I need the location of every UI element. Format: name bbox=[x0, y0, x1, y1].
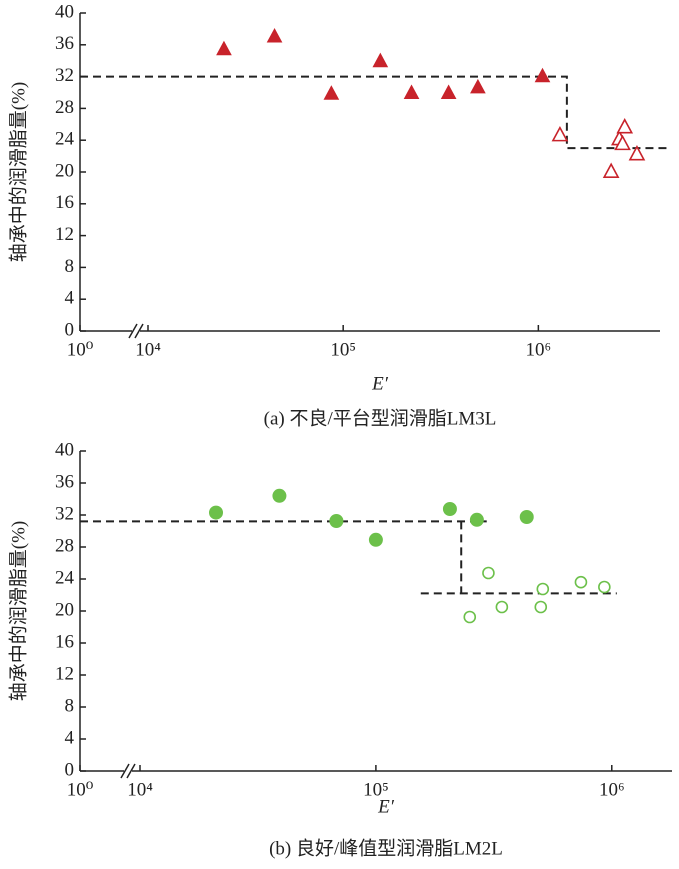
y-tick-label: 24 bbox=[55, 129, 75, 150]
x-tick-label: 10⁵ bbox=[363, 779, 389, 800]
data-point bbox=[614, 134, 631, 151]
x-tick-label: 10⁰ bbox=[67, 339, 94, 360]
y-tick-label: 16 bbox=[55, 631, 74, 652]
axis-break bbox=[120, 763, 130, 779]
data-point bbox=[469, 512, 484, 527]
y-tick-label: 36 bbox=[55, 471, 74, 492]
y-tick-label: 12 bbox=[55, 224, 74, 245]
data-point bbox=[266, 28, 283, 43]
data-point bbox=[495, 600, 509, 614]
x-axis-label: E′ bbox=[377, 796, 395, 817]
y-tick-label: 24 bbox=[55, 567, 75, 588]
data-point bbox=[598, 580, 611, 594]
x-tick-label: 10⁴ bbox=[127, 779, 153, 800]
data-point bbox=[368, 532, 383, 547]
data-point bbox=[209, 505, 224, 520]
y-tick-label: 12 bbox=[55, 663, 74, 684]
data-point bbox=[372, 52, 389, 68]
data-point bbox=[470, 78, 486, 94]
y-tick-label: 20 bbox=[55, 160, 74, 181]
data-point bbox=[272, 488, 287, 503]
y-tick-label: 16 bbox=[55, 192, 74, 213]
y-tick-label: 40 bbox=[55, 439, 74, 460]
data-point bbox=[329, 514, 344, 528]
data-point bbox=[534, 67, 551, 83]
data-point bbox=[440, 84, 457, 99]
data-point bbox=[536, 582, 550, 596]
y-tick-label: 4 bbox=[65, 288, 75, 309]
data-point bbox=[216, 40, 232, 56]
y-tick-label: 0 bbox=[65, 759, 75, 780]
data-point bbox=[551, 125, 569, 142]
data-point bbox=[403, 84, 420, 99]
data-point bbox=[519, 510, 534, 524]
y-tick-label: 28 bbox=[55, 97, 74, 118]
x-tick-label: 10⁶ bbox=[599, 779, 625, 800]
y-axis-label: 轴承中的润滑脂量(%) bbox=[7, 82, 29, 262]
y-axis-label: 轴承中的润滑脂量(%) bbox=[7, 521, 29, 701]
y-tick-label: 20 bbox=[55, 599, 74, 620]
y-tick-label: 8 bbox=[65, 256, 75, 277]
data-point bbox=[442, 502, 457, 516]
x-tick-label: 10⁰ bbox=[67, 779, 94, 800]
x-tick-label: 10⁴ bbox=[135, 339, 161, 360]
axis-break bbox=[134, 323, 144, 339]
data-point bbox=[616, 117, 634, 134]
y-tick-label: 8 bbox=[65, 695, 75, 716]
data-point bbox=[482, 566, 495, 580]
x-axis-label: E′ bbox=[371, 373, 389, 394]
y-tick-label: 32 bbox=[55, 65, 74, 86]
data-point bbox=[628, 145, 646, 161]
data-point bbox=[463, 610, 477, 624]
axis-break bbox=[126, 763, 136, 779]
caption: (a) 不良/平台型润滑脂LM3L bbox=[264, 407, 497, 429]
y-tick-label: 28 bbox=[55, 535, 74, 556]
y-tick-label: 4 bbox=[65, 727, 75, 748]
data-point bbox=[534, 600, 548, 614]
data-point bbox=[602, 162, 620, 179]
y-tick-label: 0 bbox=[65, 319, 75, 340]
data-point bbox=[323, 85, 340, 100]
caption: (b) 良好/峰值型润滑脂LM2L bbox=[269, 837, 503, 859]
y-tick-label: 40 bbox=[55, 1, 74, 22]
x-tick-label: 10⁶ bbox=[526, 339, 552, 360]
reference-line bbox=[80, 75, 668, 150]
data-point bbox=[574, 575, 588, 589]
x-tick-label: 10⁵ bbox=[330, 339, 356, 360]
y-tick-label: 36 bbox=[55, 33, 74, 54]
axis-break bbox=[128, 323, 138, 339]
y-tick-label: 32 bbox=[55, 503, 74, 524]
